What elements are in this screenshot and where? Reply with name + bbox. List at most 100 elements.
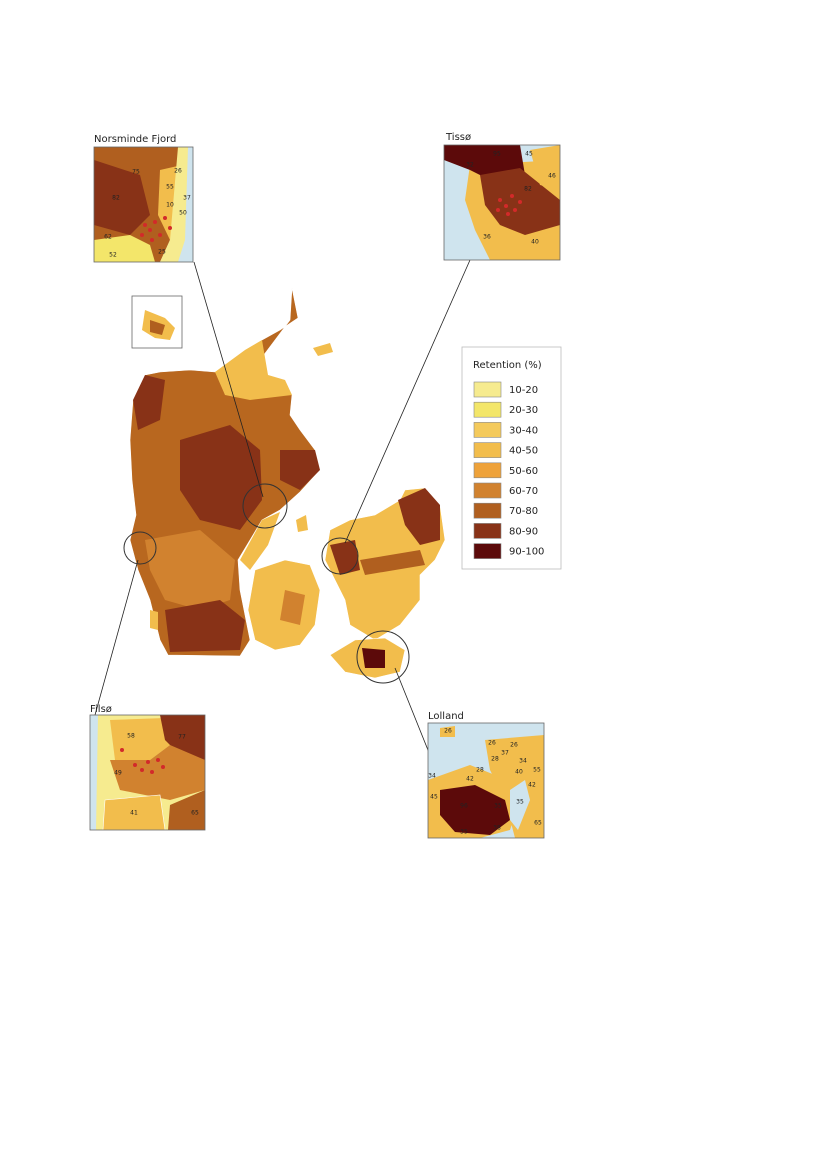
region <box>440 785 510 835</box>
focus-circle <box>356 630 410 684</box>
inset-label: 34 <box>519 758 527 765</box>
legend-label: 40-50 <box>509 446 538 457</box>
inset-label: 28 <box>476 767 484 774</box>
legend-label: 70-80 <box>509 506 538 517</box>
legend-swatch <box>473 523 502 539</box>
sites <box>496 194 522 216</box>
inset-frame <box>89 714 206 831</box>
legend-label: 10-20 <box>509 385 538 396</box>
connector <box>94 559 139 716</box>
island <box>150 610 158 630</box>
inset-label: 42 <box>466 776 474 783</box>
inset-label: 77 <box>178 734 186 741</box>
region <box>485 735 544 838</box>
legend-label: 80-90 <box>509 526 538 537</box>
zealand-north <box>398 488 440 545</box>
sites <box>120 748 165 774</box>
inset-label: 32 <box>466 162 474 169</box>
inset-title: Lolland <box>428 711 464 722</box>
inset-label: 46 <box>548 173 556 180</box>
legend-swatch <box>473 442 502 458</box>
island <box>313 343 333 356</box>
focus-circle <box>123 531 157 565</box>
inset-label: 41 <box>130 810 138 817</box>
inset-label: 52 <box>109 252 117 259</box>
inset-label: 25 <box>158 249 166 256</box>
inset-label: 55 <box>166 184 174 191</box>
zealand-band <box>360 550 425 575</box>
inset: Filsø 58 77 49 41 65 <box>89 704 206 831</box>
inset-label: 28 <box>491 756 499 763</box>
jutland-dark <box>180 425 262 530</box>
map <box>129 287 446 679</box>
focus-circle <box>242 483 288 529</box>
inset-label: 82 <box>524 186 532 193</box>
legend-swatch <box>473 482 502 499</box>
inset-label: 40 <box>531 239 539 246</box>
inset-label: 36 <box>483 234 491 241</box>
inset-label: 42 <box>528 782 536 789</box>
region <box>168 790 205 830</box>
inset-label: 50 <box>179 210 187 217</box>
legend-title: Retention (%) <box>473 360 542 371</box>
inset: Lolland 26 26 37 26 28 34 28 55 40 42 34… <box>427 711 545 839</box>
inset-label: 26 <box>174 168 182 175</box>
inset-frame <box>93 146 194 263</box>
inset-label: 26 <box>510 742 518 749</box>
jutland-south <box>165 600 245 652</box>
legend-swatch <box>473 502 502 519</box>
jutland-coast <box>240 512 280 570</box>
legend-label: 20-30 <box>509 405 538 416</box>
inset-label: 34 <box>428 773 436 780</box>
legend-label: 90-100 <box>509 547 544 558</box>
inset-label: 35 <box>516 799 524 806</box>
inset-label: 38 <box>493 825 501 832</box>
lolland-dark <box>362 648 385 668</box>
jutland-west <box>133 375 165 430</box>
inset-label: 62 <box>104 234 112 241</box>
zealand-west <box>330 540 360 575</box>
bornholm-dark <box>150 320 165 335</box>
legend-label: 50-60 <box>509 466 538 477</box>
region <box>440 726 455 737</box>
region <box>530 145 560 190</box>
region <box>110 745 205 800</box>
connector <box>344 259 471 544</box>
inset: Tissø 95 45 32 82 46 36 40 <box>443 132 561 261</box>
inset-label: 65 <box>534 820 542 827</box>
strait <box>510 780 530 830</box>
inset-label: 75 <box>132 169 140 176</box>
inset-label: 40 <box>515 769 523 776</box>
legend-swatch <box>473 401 502 418</box>
inset-label: 37 <box>501 750 509 757</box>
legend: Retention (%) 10-20 20-30 30-40 40-50 50-60 6… <box>461 346 562 570</box>
legend-label: 60-70 <box>509 486 538 497</box>
region <box>160 715 205 760</box>
sites <box>140 216 172 242</box>
inset-frame <box>443 144 561 261</box>
inset-label: 45 <box>430 794 438 801</box>
region <box>110 718 170 760</box>
inset-label: 37 <box>183 195 191 202</box>
island <box>296 515 308 532</box>
legend-swatch <box>473 543 502 559</box>
inset: Norsminde Fjord 75 26 82 55 37 10 50 62 … <box>93 134 194 263</box>
inset-label: 26 <box>444 728 452 735</box>
funen-inner <box>280 590 305 625</box>
inset-label: 65 <box>191 810 199 817</box>
inset-label: 26 <box>488 740 496 747</box>
inset-title: Filsø <box>90 704 112 715</box>
focus-circle <box>321 537 359 575</box>
inset-label: 82 <box>112 195 120 202</box>
inset-title: Tissø <box>445 132 471 143</box>
bornholm-box <box>131 295 183 349</box>
inset-frame <box>427 722 545 839</box>
jutland-east <box>280 450 320 490</box>
inset-label: 95 <box>493 151 501 158</box>
legend-swatch <box>473 422 502 438</box>
inset-label: 55 <box>533 767 541 774</box>
legend-swatch <box>473 462 502 479</box>
legend-swatch <box>473 381 502 398</box>
